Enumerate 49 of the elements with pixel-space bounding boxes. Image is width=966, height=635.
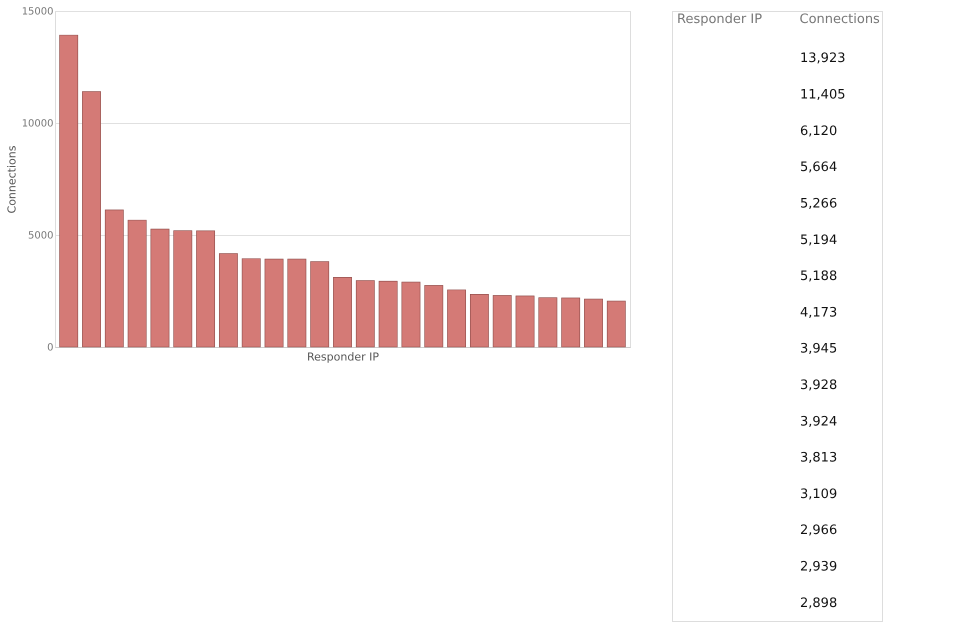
bar [470, 294, 489, 348]
text: 5,194 [800, 232, 838, 248]
text: 3,813 [800, 450, 838, 466]
bar [606, 300, 626, 348]
text: 4,173 [800, 305, 838, 320]
bar [82, 91, 101, 348]
text: 3,924 [800, 414, 838, 430]
bar [561, 298, 580, 348]
text: 6,120 [800, 124, 838, 139]
text: 2,939 [800, 560, 838, 575]
bar [584, 298, 603, 348]
bar [424, 285, 444, 348]
text: 3,945 [800, 342, 838, 357]
text: 3,928 [800, 378, 838, 393]
text: 13,923 [800, 51, 846, 66]
bar [310, 261, 330, 348]
bar [59, 34, 78, 348]
y-tick-label: 15000 [22, 6, 54, 18]
bar [218, 253, 238, 348]
text: 5,188 [800, 269, 838, 284]
bar [538, 297, 558, 348]
y-tick-label: 5000 [28, 230, 54, 242]
text: 5,266 [800, 196, 838, 212]
bar [150, 228, 170, 348]
text: 2,966 [800, 523, 838, 538]
text: Connections [800, 12, 880, 27]
y-tick-label: 10000 [22, 118, 54, 130]
bar [492, 295, 512, 348]
bar [287, 258, 306, 348]
bar [104, 210, 124, 348]
bar [378, 280, 398, 348]
x-axis-title: Responder IP [307, 350, 380, 364]
text: 2,898 [800, 596, 838, 611]
bar [516, 296, 534, 348]
bar [402, 282, 420, 348]
bar [333, 277, 352, 348]
bar [447, 290, 466, 348]
bar [173, 230, 192, 348]
y-tick-label: 0 [47, 342, 54, 354]
bar [196, 230, 216, 348]
bar [242, 258, 261, 348]
y-axis-title: Connections [6, 145, 19, 214]
text: 5,664 [800, 160, 838, 176]
text: 11,405 [800, 88, 846, 103]
text: Responder IP [677, 12, 762, 27]
bar [264, 258, 284, 348]
bar [128, 220, 147, 348]
text: 3,109 [800, 486, 838, 502]
bar [356, 280, 375, 348]
